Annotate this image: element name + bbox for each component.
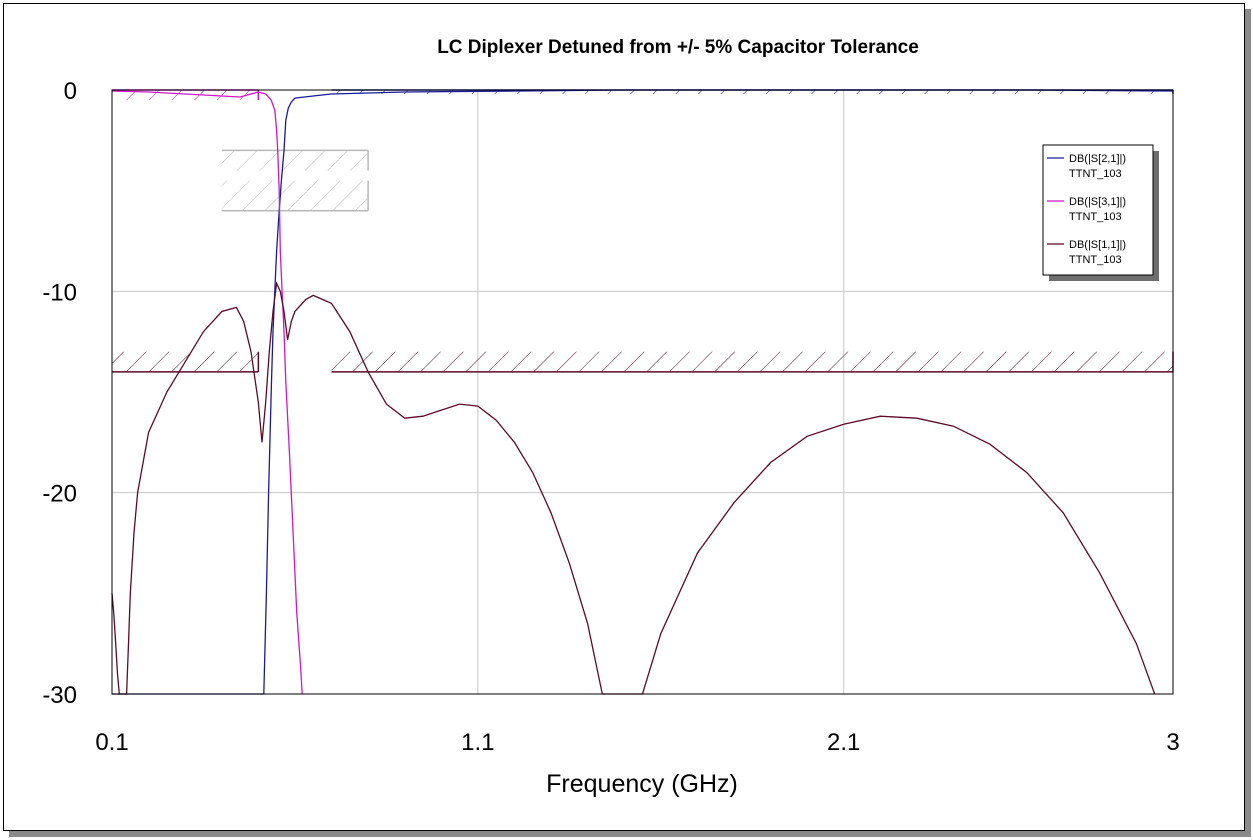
grid xyxy=(112,90,1173,694)
series-line xyxy=(111,90,303,695)
legend-entry-sub: TTNT_103 xyxy=(1069,211,1122,223)
y-tick-label: -30 xyxy=(42,682,77,709)
legend-box xyxy=(1042,144,1154,276)
x-tick-label: 0.1 xyxy=(95,729,128,756)
x-tick-label: 2.1 xyxy=(827,729,860,756)
spec-mask-band xyxy=(221,150,369,171)
spec-mask-band xyxy=(221,180,369,211)
x-tick-labels: 0.1 1.1 2.1 3 xyxy=(95,729,1179,756)
spec-mask-band xyxy=(112,90,259,101)
series-lines xyxy=(111,89,1174,695)
y-tick-label: -10 xyxy=(42,279,77,306)
y-tick-label: 0 xyxy=(64,78,77,105)
x-tick-label: 1.1 xyxy=(461,729,494,756)
legend: DB(|S[2,1]|) TTNT_103 DB(|S[3,1]|) TTNT_103… xyxy=(1042,144,1159,281)
y-tick-label: -20 xyxy=(42,481,77,508)
x-axis-label: Frequency (GHz) xyxy=(546,770,738,798)
legend-entry-name: DB(|S[2,1]|) xyxy=(1069,153,1126,165)
legend-entry-sub: TTNT_103 xyxy=(1069,168,1122,180)
legend-entry-name: DB(|S[1,1]|) xyxy=(1069,239,1126,251)
series-line xyxy=(112,89,1174,695)
chart-title: LC Diplexer Detuned from +/- 5% Capacito… xyxy=(437,37,919,58)
plot-border xyxy=(111,89,1174,695)
legend-entry-sub: TTNT_103 xyxy=(1069,254,1122,266)
y-tick-labels: 0 -10 -20 -30 xyxy=(42,78,77,709)
plot-area xyxy=(111,89,1174,695)
x-tick-label: 3 xyxy=(1166,729,1179,756)
legend-entry-name: DB(|S[3,1]|) xyxy=(1069,196,1126,208)
series-line xyxy=(111,280,1156,695)
spec-mask-band xyxy=(331,351,1174,372)
spec-mask-band xyxy=(331,90,1174,95)
